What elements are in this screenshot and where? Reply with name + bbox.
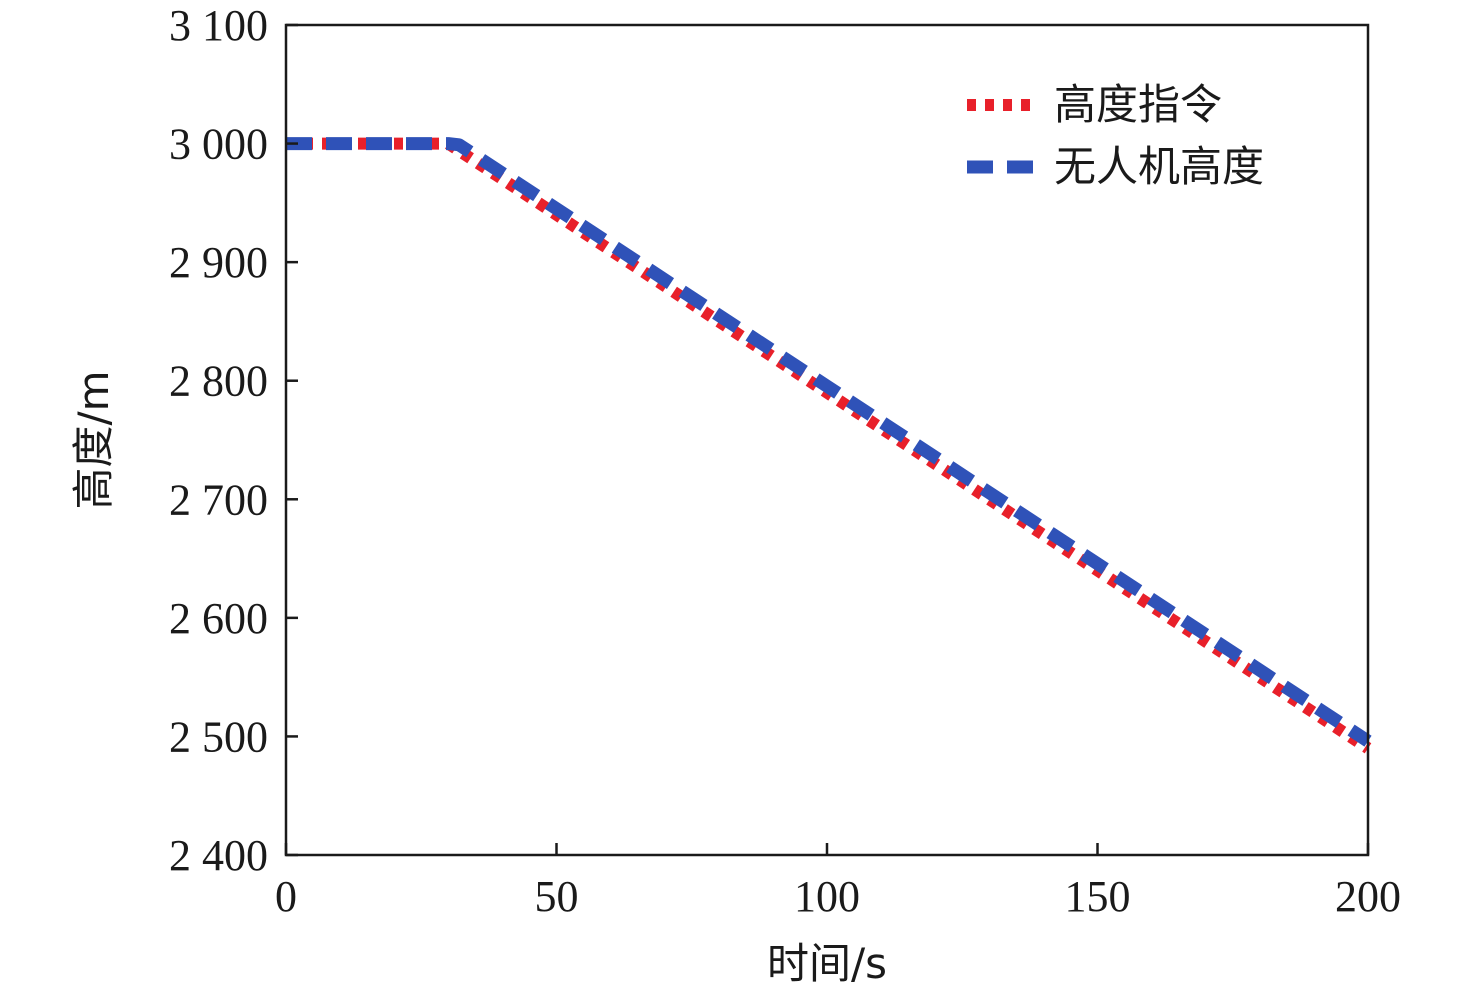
legend: 高度指令 无人机高度 [967, 80, 1264, 191]
y-tick-label-2: 2 600 [169, 594, 268, 643]
x-tick-label-2: 100 [794, 872, 860, 921]
x-tick-label-4: 200 [1335, 872, 1401, 921]
y-tick-label-7: 3 100 [169, 1, 268, 50]
x-tick-label-1: 50 [535, 872, 579, 921]
series-line-0 [286, 137, 1372, 754]
y-tick-label-1: 2 500 [169, 712, 268, 761]
y-tick-label-3: 2 700 [169, 475, 268, 524]
x-tick-label-0: 0 [275, 872, 297, 921]
legend-label-command: 高度指令 [1054, 80, 1222, 129]
series-layer [286, 137, 1372, 754]
legend-label-uav: 无人机高度 [1054, 142, 1264, 191]
series-line-1 [286, 137, 1372, 747]
y-tick-label-6: 3 000 [169, 120, 268, 169]
x-axis-label: 时间/s [767, 939, 887, 988]
ticks-layer: 0 50 100 150 200 2 400 2 500 2 600 2 700 2 800 2 9… [169, 1, 1401, 921]
y-tick-label-4: 2 800 [169, 357, 268, 406]
y-tick-label-0: 2 400 [169, 831, 268, 880]
x-tick-label-3: 150 [1065, 872, 1131, 921]
y-tick-label-5: 2 900 [169, 238, 268, 287]
y-axis-label: 高度/m [69, 370, 118, 509]
